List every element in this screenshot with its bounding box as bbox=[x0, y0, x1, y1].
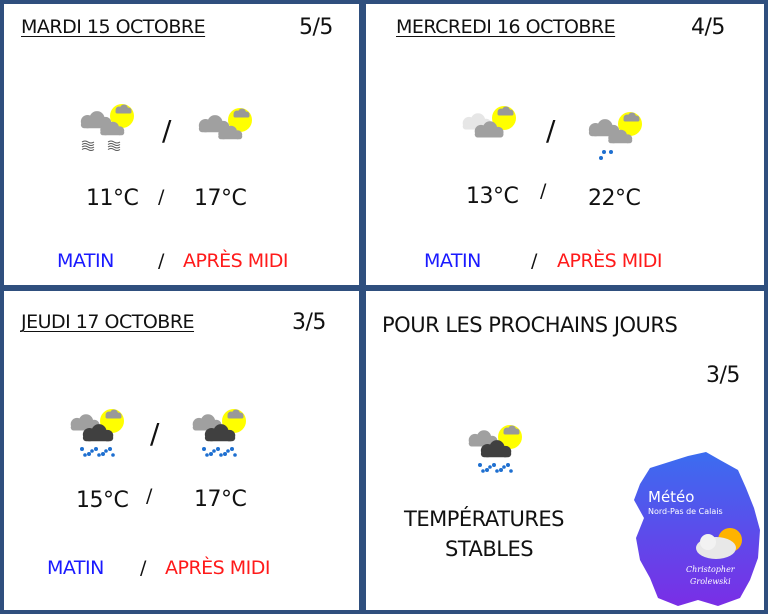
region-map-logo-icon: Météo Nord-Pas de Calais Christopher Gro… bbox=[634, 452, 760, 606]
morning-label: MATIN bbox=[424, 250, 481, 272]
day-panel-2: MERCREDI 16 OCTOBRE 4/5 / 13°C / 22°C MA… bbox=[366, 4, 764, 285]
separator: / bbox=[140, 557, 146, 579]
cloud-sun-rain-icon bbox=[588, 112, 642, 160]
day-rating: 4/5 bbox=[691, 15, 725, 40]
outlook-title: POUR LES PROCHAINS JOURS bbox=[382, 313, 678, 337]
outlook-text-line2: STABLES bbox=[445, 537, 534, 561]
outlook-text-line1: TEMPÉRATURES bbox=[404, 507, 565, 531]
morning-label: MATIN bbox=[57, 250, 114, 272]
day-rating: 3/5 bbox=[292, 310, 326, 335]
storm-rain-sun-icon bbox=[192, 409, 246, 457]
morning-temp: 13°C bbox=[466, 184, 519, 209]
outlook-rating: 3/5 bbox=[706, 363, 740, 388]
fog-cloud-sun-icon bbox=[80, 104, 134, 151]
storm-rain-sun-icon bbox=[468, 425, 522, 473]
afternoon-label: APRÈS MIDI bbox=[183, 250, 289, 272]
afternoon-temp: 17°C bbox=[194, 487, 247, 512]
logo-author1: Christopher bbox=[686, 565, 736, 574]
afternoon-label: APRÈS MIDI bbox=[557, 250, 663, 272]
logo-subtitle: Nord-Pas de Calais bbox=[648, 507, 723, 516]
separator: / bbox=[146, 485, 152, 507]
day-panel-1: MARDI 15 OCTOBRE 5/5 / 11°C / 17°C MATIN… bbox=[4, 4, 359, 285]
cloud-sun-icon bbox=[198, 108, 252, 140]
meteo-logo: Météo Nord-Pas de Calais Christopher Gro… bbox=[628, 448, 764, 610]
storm-rain-sun-icon bbox=[70, 409, 124, 457]
afternoon-temp: 22°C bbox=[588, 186, 641, 211]
day-rating: 5/5 bbox=[299, 15, 333, 40]
cloud-sun-icon bbox=[462, 106, 516, 138]
separator: / bbox=[531, 250, 537, 272]
day-date: JEUDI 17 OCTOBRE bbox=[21, 311, 195, 333]
separator: / bbox=[150, 417, 159, 450]
logo-title: Météo bbox=[648, 488, 694, 506]
separator: / bbox=[158, 250, 164, 272]
separator: / bbox=[546, 114, 555, 147]
afternoon-temp: 17°C bbox=[194, 186, 247, 211]
morning-temp: 15°C bbox=[76, 488, 129, 513]
morning-label: MATIN bbox=[47, 557, 104, 579]
separator: / bbox=[158, 186, 164, 208]
logo-author2: Grolewski bbox=[690, 577, 731, 586]
afternoon-label: APRÈS MIDI bbox=[165, 557, 271, 579]
day-date: MERCREDI 16 OCTOBRE bbox=[396, 16, 616, 38]
morning-temp: 11°C bbox=[86, 186, 139, 211]
day-date: MARDI 15 OCTOBRE bbox=[21, 16, 206, 38]
separator: / bbox=[540, 180, 546, 202]
separator: / bbox=[162, 114, 171, 147]
day-panel-3: JEUDI 17 OCTOBRE 3/5 / 15°C / 17°C MATIN… bbox=[4, 291, 359, 610]
